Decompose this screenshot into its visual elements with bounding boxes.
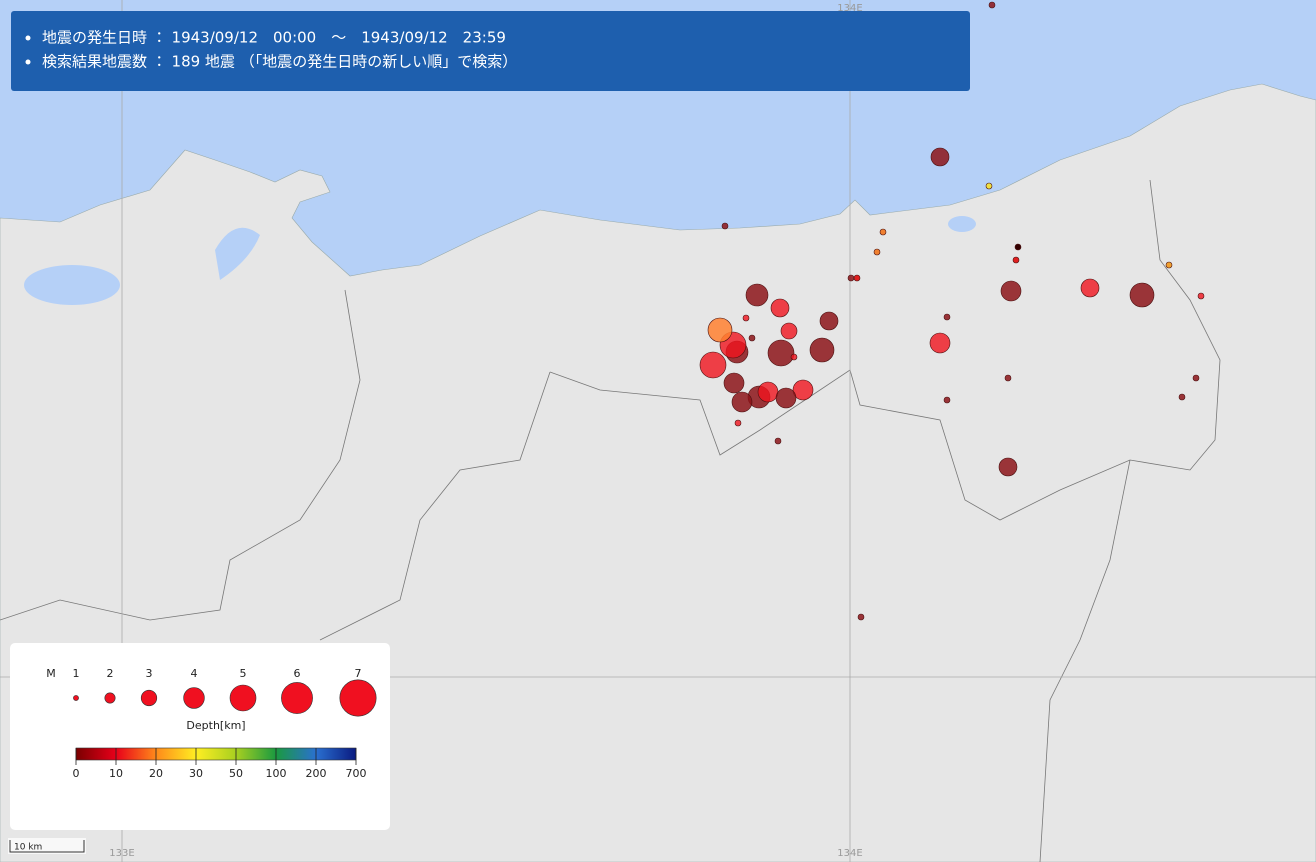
magnitude-value: 5 bbox=[240, 667, 247, 680]
graticule-labels: 134E 133E 134E bbox=[109, 3, 862, 859]
magnitude-symbol bbox=[104, 692, 116, 704]
epicenter[interactable] bbox=[774, 437, 782, 445]
epicenter[interactable] bbox=[734, 419, 742, 427]
epicenter[interactable] bbox=[721, 222, 729, 230]
epicenter[interactable] bbox=[1178, 393, 1186, 401]
epicenter[interactable] bbox=[853, 274, 861, 282]
epicenter[interactable] bbox=[775, 387, 797, 409]
epicenter[interactable] bbox=[943, 396, 951, 404]
lagoon bbox=[215, 227, 260, 280]
epicenter[interactable] bbox=[1004, 374, 1012, 382]
epicenter[interactable] bbox=[1012, 256, 1020, 264]
epicenter[interactable] bbox=[819, 311, 839, 331]
bullet bbox=[25, 35, 31, 41]
epicenter[interactable] bbox=[699, 351, 727, 379]
magnitude-value: 7 bbox=[355, 667, 362, 680]
depth-tick-label: 0 bbox=[73, 767, 80, 780]
scale-box bbox=[8, 838, 86, 854]
epicenter[interactable] bbox=[988, 1, 996, 9]
magnitude-value: 6 bbox=[294, 667, 301, 680]
depth-colorbar bbox=[75, 747, 357, 761]
depth-tick-label: 30 bbox=[189, 767, 203, 780]
epicenter[interactable] bbox=[767, 339, 795, 367]
epicenter[interactable] bbox=[790, 353, 798, 361]
epicenter[interactable] bbox=[1129, 282, 1155, 308]
epicenter[interactable] bbox=[943, 313, 951, 321]
epicenter[interactable] bbox=[985, 182, 993, 190]
summary-box bbox=[11, 11, 970, 91]
epicenter[interactable] bbox=[770, 298, 790, 318]
depth-tick-label: 50 bbox=[229, 767, 243, 780]
depth-tick-label: 200 bbox=[306, 767, 327, 780]
prefecture-borders bbox=[0, 179, 1221, 862]
depth-tick-label: 10 bbox=[109, 767, 123, 780]
magnitude-value: 1 bbox=[73, 667, 80, 680]
epicenter[interactable] bbox=[731, 391, 753, 413]
depth-tick-label: 20 bbox=[149, 767, 163, 780]
epicenter[interactable] bbox=[929, 332, 951, 354]
epicenter[interactable] bbox=[998, 457, 1018, 477]
search-summary: 地震の発生日時 ： 1943/09/12 00:00 ～ 1943/09/12 … bbox=[11, 11, 970, 91]
scale-bar: 10 km bbox=[8, 838, 86, 854]
epicenter[interactable] bbox=[847, 274, 855, 282]
epicenters bbox=[699, 1, 1205, 621]
epicenter[interactable] bbox=[757, 381, 779, 403]
epicenter[interactable] bbox=[745, 283, 769, 307]
scale-line bbox=[9, 840, 85, 853]
grid-label: 133E bbox=[109, 848, 134, 859]
epicenter[interactable] bbox=[1080, 278, 1100, 298]
magnitude-symbol bbox=[281, 682, 313, 714]
magnitude-symbol bbox=[229, 684, 257, 712]
magnitude-symbol bbox=[73, 695, 79, 701]
magnitude-value: 2 bbox=[107, 667, 114, 680]
epicenter[interactable] bbox=[780, 322, 798, 340]
epicenter[interactable] bbox=[1000, 280, 1022, 302]
epicenter[interactable] bbox=[857, 613, 865, 621]
legend-box bbox=[10, 643, 390, 830]
lake bbox=[24, 265, 120, 305]
magnitude-value: 3 bbox=[146, 667, 153, 680]
magnitude-label: M bbox=[46, 667, 56, 680]
epicenter[interactable] bbox=[723, 372, 745, 394]
epicenter[interactable] bbox=[1192, 374, 1200, 382]
epicenter[interactable] bbox=[879, 228, 887, 236]
epicenter[interactable] bbox=[930, 147, 950, 167]
magnitude-symbol bbox=[183, 687, 205, 709]
epicenter[interactable] bbox=[1165, 261, 1173, 269]
epicenter[interactable] bbox=[742, 314, 750, 322]
epicenter[interactable] bbox=[1014, 243, 1022, 251]
epicenter[interactable] bbox=[792, 379, 814, 401]
depth-tick-label: 700 bbox=[346, 767, 367, 780]
epicenter[interactable] bbox=[707, 317, 733, 343]
epicenter[interactable] bbox=[1197, 292, 1205, 300]
epicenter[interactable] bbox=[748, 334, 756, 342]
depth-label: Depth[km] bbox=[186, 719, 245, 732]
epicenter[interactable] bbox=[873, 248, 881, 256]
magnitude-symbol bbox=[140, 689, 158, 707]
grid-label: 134E bbox=[837, 3, 862, 14]
summary-line: 検索結果地震数 ： 189 地震 （「地震の発生日時の新しい順」で検索） bbox=[42, 53, 517, 71]
magnitude-symbol bbox=[339, 679, 377, 717]
lake bbox=[948, 216, 976, 232]
grid-label: 134E bbox=[837, 848, 862, 859]
bullet bbox=[25, 59, 31, 65]
depth-tick-label: 100 bbox=[266, 767, 287, 780]
summary-line: 地震の発生日時 ： 1943/09/12 00:00 ～ 1943/09/12 … bbox=[42, 29, 506, 47]
epicenter[interactable] bbox=[809, 337, 835, 363]
magnitude-value: 4 bbox=[191, 667, 198, 680]
legend: M Depth[km] 1 2 3 4 5 6 7 0 10 20 30 50 100 200 700 bbox=[10, 643, 390, 830]
scale-label: 10 km bbox=[14, 843, 42, 853]
